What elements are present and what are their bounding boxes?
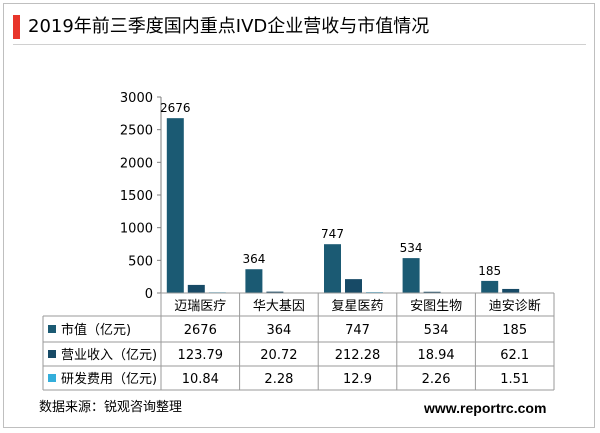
category-label: 迈瑞医疗 bbox=[174, 299, 226, 314]
table-cell: 1.51 bbox=[500, 372, 529, 387]
table-cell: 2.26 bbox=[422, 372, 451, 387]
table-cell: 62.1 bbox=[500, 348, 529, 363]
table-cell: 123.79 bbox=[178, 348, 224, 363]
legend-swatch bbox=[48, 350, 56, 358]
table-cell: 185 bbox=[502, 323, 527, 338]
bar-value-label: 747 bbox=[321, 227, 344, 241]
bar-value-label: 534 bbox=[400, 241, 423, 255]
legend-swatch bbox=[48, 374, 56, 382]
table-cell: 364 bbox=[266, 323, 291, 338]
table-cell: 18.94 bbox=[417, 348, 454, 363]
bar-2-1 bbox=[187, 284, 205, 293]
y-tick-label: 3000 bbox=[120, 91, 153, 106]
bar-2-4 bbox=[423, 291, 441, 293]
chart-title: 2019年前三季度国内重点IVD企业营收与市值情况 bbox=[28, 16, 430, 37]
bar-1-1 bbox=[166, 118, 184, 293]
bar-2-3 bbox=[345, 279, 362, 293]
category-label: 安图生物 bbox=[410, 299, 462, 314]
table-cell: 534 bbox=[424, 323, 449, 338]
y-tick-label: 1500 bbox=[120, 189, 153, 204]
bar-value-label: 185 bbox=[478, 264, 501, 278]
category-label: 华大基因 bbox=[253, 299, 305, 314]
bar-2-2 bbox=[266, 291, 284, 293]
table-cell: 2676 bbox=[184, 323, 217, 338]
y-tick-label: 500 bbox=[128, 254, 153, 269]
chart-frame bbox=[3, 3, 595, 428]
y-tick-label: 2000 bbox=[120, 156, 153, 171]
title-divider bbox=[13, 44, 586, 45]
table-cell: 10.84 bbox=[182, 372, 219, 387]
category-label: 迪安诊断 bbox=[489, 299, 541, 314]
table-cell: 747 bbox=[345, 323, 370, 338]
y-tick-label: 2500 bbox=[120, 124, 153, 139]
bar-1-5 bbox=[481, 280, 499, 293]
category-label: 复星医药 bbox=[331, 299, 383, 314]
chart-axes: 0 500 1000 1500 2000 2500 3000 bbox=[120, 91, 162, 302]
table-cell: 12.9 bbox=[343, 372, 372, 387]
bar-1-4 bbox=[402, 258, 420, 293]
table-cell: 212.28 bbox=[335, 348, 381, 363]
data-source: 数据来源：锐观咨询整理 bbox=[39, 400, 183, 415]
y-tick-label: 0 bbox=[145, 287, 153, 302]
bar-2-5 bbox=[502, 288, 520, 293]
bar-value-label: 364 bbox=[242, 252, 265, 266]
website-link[interactable]: www.reportrc.com bbox=[424, 400, 547, 416]
bar-1-3 bbox=[324, 244, 341, 293]
y-tick-label: 1000 bbox=[120, 222, 153, 237]
bar-1-2 bbox=[245, 269, 263, 293]
bar-value-label: 2676 bbox=[160, 101, 191, 115]
table-cell: 2.28 bbox=[264, 372, 293, 387]
legend-label: 研发费用（亿元) bbox=[61, 371, 157, 387]
legend-label: 营业收入（亿元) bbox=[61, 348, 157, 363]
title-accent-bar bbox=[13, 15, 20, 39]
legend-swatch bbox=[48, 325, 56, 333]
table-cell: 20.72 bbox=[260, 348, 297, 363]
chart-bars: 2676 364 747 534 185 bbox=[160, 101, 541, 294]
legend-label: 市值（亿元) bbox=[61, 322, 131, 338]
